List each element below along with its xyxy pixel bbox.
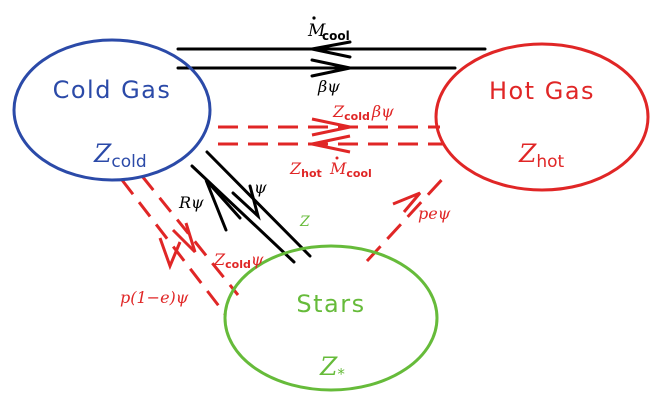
svg-text:Zhot: Zhot <box>289 159 322 180</box>
yield-hot-line <box>365 171 450 263</box>
hot-gas-title: Hot Gas <box>489 77 595 105</box>
metal-feedback-rest: βψ <box>371 102 394 121</box>
cooling-sub: cool <box>322 29 350 43</box>
metal-feedback-sub: cold <box>344 110 370 123</box>
feedback-label: βψ <box>317 77 340 96</box>
metal-feedback-label: Zcold βψ <box>332 102 394 123</box>
stars-node <box>223 244 439 392</box>
feedback-arrowhead <box>310 58 351 78</box>
metal-cooling-z: Z <box>289 159 302 178</box>
metal-feedback-arrowhead <box>311 117 351 137</box>
metal-cooling-m-sub: cool <box>346 167 371 180</box>
star-formation-line <box>205 150 312 258</box>
cold-hot-metal-flows <box>218 125 444 146</box>
cooling-dot <box>312 16 316 20</box>
cold-metal-sub: cold <box>111 152 146 172</box>
cold-gas-title: Cold Gas <box>53 76 172 104</box>
svg-text:Mcool: Mcool <box>329 159 372 180</box>
stars-metal: Z* <box>319 352 345 383</box>
metal-cooling-arrowhead <box>311 134 351 154</box>
metal-cooling-dot <box>335 156 339 160</box>
yield-cold-label: p(1−e)ψ <box>120 288 189 307</box>
metal-recycle-rest: ψ <box>251 250 264 269</box>
metal-cooling-z-sub: hot <box>301 167 322 180</box>
yield-cold-line-b <box>140 175 240 296</box>
metal-cooling-m: M <box>329 159 347 178</box>
cold-gas-metal: Zcold <box>93 139 147 172</box>
cooling-arrowhead <box>311 40 352 59</box>
yield-hot-arrowhead <box>392 191 422 213</box>
stars-metal-symbol: Z <box>319 352 338 381</box>
metal-cooling-label: Zhot Mcool <box>289 156 372 180</box>
metal-recycle-sub: cold <box>225 258 251 271</box>
cooling-label: M cool <box>307 16 350 43</box>
yield-hot-label: peψ <box>418 204 451 223</box>
yield-cold-line-a <box>120 179 227 315</box>
recycling-label: Rψ <box>178 193 204 212</box>
metal-recycle-label: Zcoldψ <box>213 250 264 271</box>
metal-recycle-symbol: Z <box>213 250 226 269</box>
cold-gas-node <box>12 38 212 182</box>
cold-stars-metal-flows <box>120 175 240 315</box>
stars-metal-sub: * <box>337 365 345 383</box>
yield-cold-arrowhead <box>171 222 197 254</box>
hot-gas-node <box>434 42 650 192</box>
hot-metal-sub: hot <box>536 152 564 172</box>
hot-gas-metal: Zhot <box>518 139 565 172</box>
star-formation-label: ψ <box>254 178 267 197</box>
cold-hot-black-flows <box>176 40 487 78</box>
stars-metal-flow-label: Z <box>299 214 310 230</box>
recycling-arrowhead <box>204 178 242 232</box>
stars-title: Stars <box>296 290 365 318</box>
star-formation-arrowhead <box>231 184 261 221</box>
cooling-symbol: M <box>307 21 326 41</box>
cold-stars-black-flows <box>190 150 312 264</box>
hot-metal-symbol: Z <box>518 139 537 168</box>
yield-cold-arrowhead-b <box>158 237 182 271</box>
cold-metal-symbol: Z <box>93 139 112 168</box>
metal-feedback-symbol: Z <box>332 102 345 121</box>
